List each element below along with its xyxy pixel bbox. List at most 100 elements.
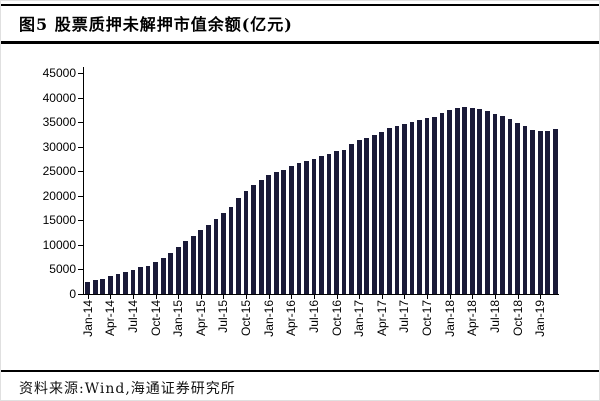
y-tick-label: 25000: [42, 164, 76, 179]
y-tick: [78, 171, 83, 173]
x-tick: [110, 295, 112, 299]
bar: [477, 109, 483, 294]
x-tick-label: Jan-16: [262, 300, 276, 356]
x-tick: [517, 295, 519, 299]
y-tick-label: 15000: [42, 213, 76, 228]
bar: [402, 123, 407, 294]
x-tick-label-text: Apr-14: [103, 300, 118, 337]
bar: [364, 138, 370, 294]
y-tick-label: 40000: [42, 90, 76, 105]
x-tick-label: Jan-14: [81, 300, 95, 356]
top-rule: [1, 4, 599, 6]
x-tick-label-text: Jan-17: [352, 300, 367, 337]
x-tick: [336, 295, 338, 299]
bar: [190, 236, 196, 294]
x-tick: [155, 295, 157, 299]
y-tick-label: 5000: [49, 262, 76, 277]
x-tick-label: Oct-14: [149, 300, 163, 356]
x-tick-label-text: Jan-15: [171, 300, 186, 337]
x-tick-label-text: Oct-14: [148, 300, 163, 337]
bar: [213, 219, 219, 294]
bar: [530, 129, 535, 294]
bar: [447, 109, 453, 294]
y-tick-label: 10000: [42, 237, 76, 252]
bar: [507, 119, 513, 294]
x-tick: [178, 295, 180, 299]
bar: [108, 276, 113, 294]
bar: [304, 160, 309, 294]
footer-rule: [1, 370, 599, 372]
bar: [160, 258, 166, 294]
bar: [537, 131, 543, 294]
y-tick: [78, 220, 83, 222]
x-tick-label: Oct-18: [511, 300, 525, 356]
x-tick: [268, 295, 270, 299]
bar: [409, 122, 415, 294]
bar: [439, 112, 445, 294]
y-tick: [78, 73, 83, 74]
bar: [221, 212, 226, 294]
x-tick-label: Apr-18: [465, 300, 479, 356]
x-tick-label-text: Apr-18: [465, 300, 480, 337]
x-tick: [540, 295, 542, 299]
bar: [273, 172, 279, 294]
bar: [326, 153, 332, 294]
x-tick-label-text: Apr-17: [374, 300, 389, 337]
x-tick-label: Jul-18: [488, 300, 502, 356]
x-tick-label-text: Jan-16: [261, 300, 276, 337]
bar: [145, 265, 151, 294]
x-tick-label-text: Jan-14: [80, 300, 95, 337]
bar: [424, 118, 430, 294]
x-tick: [494, 295, 496, 299]
x-tick: [381, 295, 383, 299]
x-tick: [200, 295, 202, 299]
y-tick-label: 45000: [42, 66, 76, 80]
x-tick-label-text: Apr-16: [284, 300, 299, 337]
bar: [115, 274, 121, 294]
y-tick: [78, 195, 83, 197]
bar: [417, 119, 422, 294]
x-tick-label: Oct-17: [420, 300, 434, 356]
bar: [123, 271, 128, 294]
bar: [394, 125, 400, 294]
bar: [552, 128, 558, 294]
bar: [206, 225, 211, 294]
bar: [243, 190, 249, 294]
bar: [522, 126, 528, 294]
x-tick-label: Oct-16: [330, 300, 344, 356]
bar: [500, 116, 505, 294]
x-tick: [313, 295, 315, 299]
y-tick: [78, 244, 83, 246]
figure-title: 图5 股票质押未解押市值余额(亿元): [19, 15, 293, 34]
x-tick-label-text: Oct-15: [239, 300, 254, 337]
x-tick-label-text: Oct-18: [510, 300, 525, 337]
bar: [130, 269, 136, 294]
x-tick: [291, 295, 293, 299]
y-tick-label: 0: [69, 287, 76, 301]
x-tick: [449, 295, 451, 299]
bar: [462, 107, 468, 294]
bar: [92, 280, 98, 294]
x-tick-label-text: Oct-16: [329, 300, 344, 337]
x-axis: [83, 294, 559, 295]
bar: [175, 246, 181, 294]
x-tick: [87, 295, 89, 299]
bar: [258, 179, 264, 294]
x-tick: [427, 295, 429, 299]
x-tick-label-text: Apr-15: [193, 300, 208, 337]
x-tick: [223, 295, 225, 299]
x-tick-label-text: Jul-18: [487, 300, 502, 333]
x-tick: [246, 295, 248, 299]
x-tick-label-text: Jan-19: [533, 300, 548, 337]
x-tick-label: Jul-17: [397, 300, 411, 356]
x-tick-label: Jul-14: [126, 300, 140, 356]
y-tick-label: 20000: [42, 188, 76, 203]
bar: [183, 241, 189, 294]
bar: [228, 206, 234, 294]
bar: [515, 123, 520, 294]
bar: [296, 163, 302, 294]
bar: [251, 184, 256, 294]
bar: [100, 279, 106, 294]
title-underline-rule: [1, 41, 599, 44]
